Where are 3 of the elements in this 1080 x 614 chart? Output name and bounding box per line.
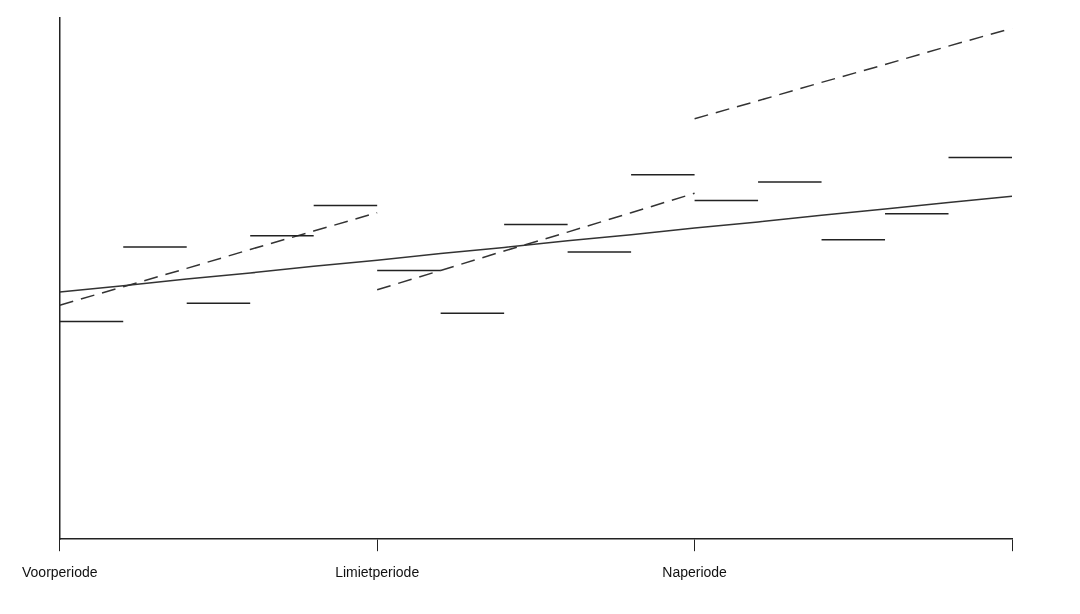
x-tick-label: Naperiode <box>662 564 728 581</box>
x-tick-label: Limietperiode <box>335 564 420 581</box>
x-tick-label: Voorperiode <box>21 564 98 581</box>
